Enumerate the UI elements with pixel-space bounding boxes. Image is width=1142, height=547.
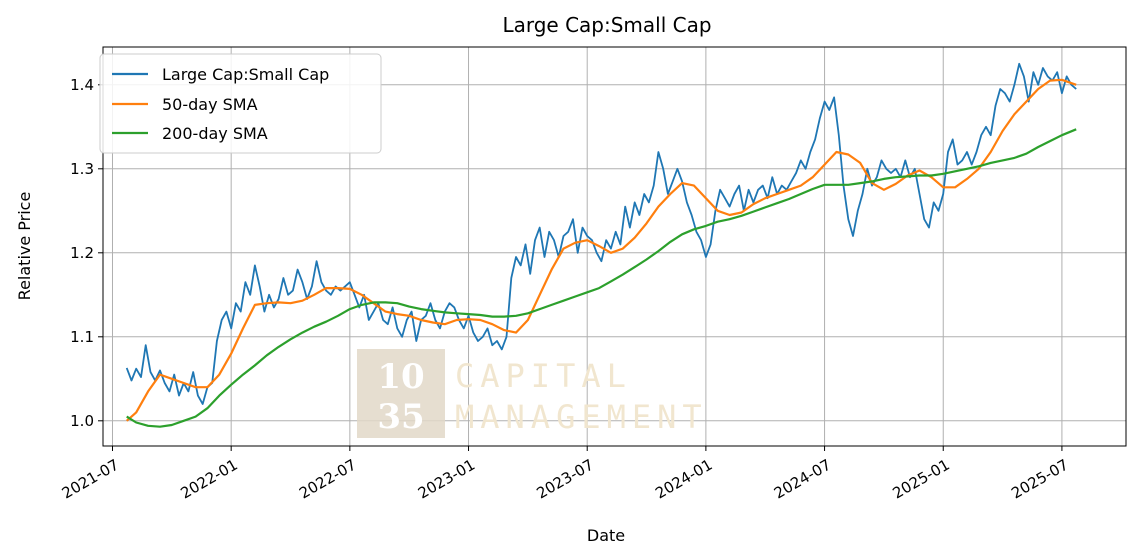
y-tick-label: 1.2: [70, 244, 94, 262]
y-tick-label: 1.0: [70, 412, 94, 430]
watermark-line1: CAPITAL: [455, 357, 632, 395]
series-line-200-day-sma: [126, 128, 1077, 428]
series-line-large-cap-small-cap: [125, 62, 1077, 405]
watermark-number-top: 10: [377, 357, 424, 397]
plot-frame: [102, 46, 1127, 447]
chart-title: Large Cap:Small Cap: [502, 13, 711, 37]
watermark-logo: 10 35 CAPITAL MANAGEMENT: [357, 349, 708, 438]
legend-label-large-cap-small-cap: Large Cap:Small Cap: [162, 65, 329, 84]
legend-box: [99, 53, 382, 154]
y-tick-label: 1.3: [70, 160, 94, 178]
y-axis-label: Relative Price: [15, 192, 34, 301]
watermark-number-bottom: 35: [377, 397, 424, 437]
y-tick-label: 1.4: [70, 76, 94, 94]
watermark-line2: MANAGEMENT: [455, 398, 708, 436]
legend: Large Cap:Small Cap 50-day SMA 200-day S…: [99, 53, 382, 154]
watermark-box: [357, 349, 445, 438]
series-layer: [125, 62, 1077, 428]
legend-label-50-day-sma: 50-day SMA: [162, 95, 258, 114]
legend-label-200-day-sma: 200-day SMA: [162, 124, 268, 143]
series-line-50-day-sma: [125, 78, 1077, 422]
y-tick-label: 1.1: [70, 328, 94, 346]
x-axis-label: Date: [587, 526, 625, 545]
